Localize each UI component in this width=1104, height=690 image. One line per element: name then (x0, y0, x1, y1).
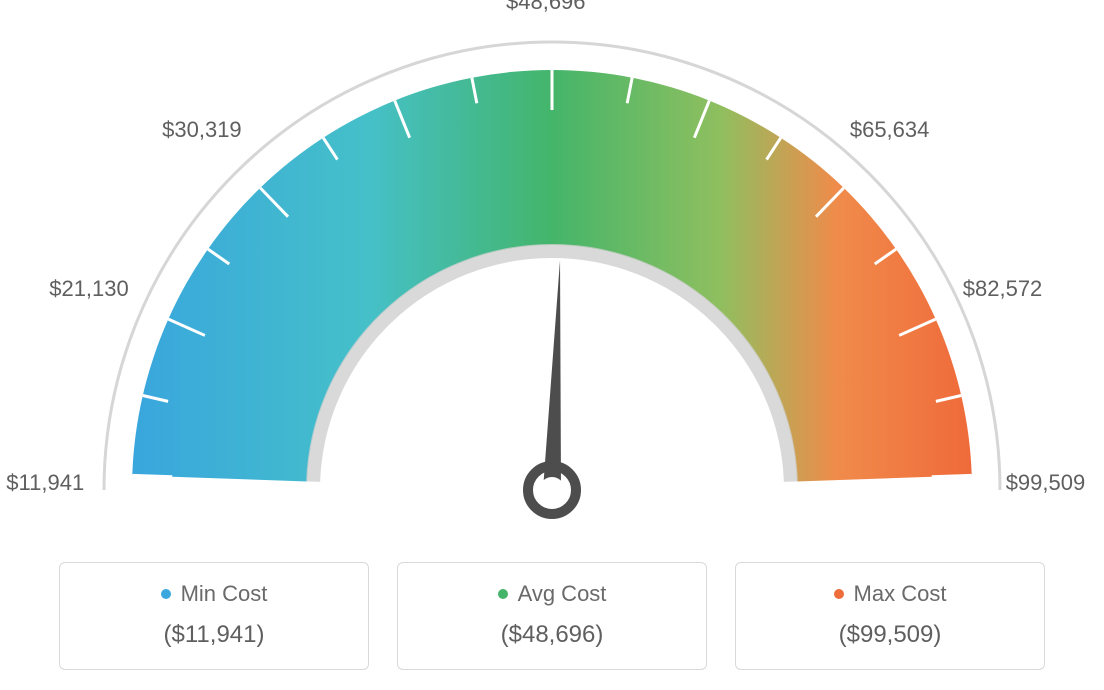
legend-card-avg: Avg Cost ($48,696) (397, 562, 707, 670)
gauge-chart: $11,941 $21,130 $30,319 $48,696 $65,634 $82,5… (0, 0, 1104, 540)
legend-dot-min (161, 589, 171, 599)
legend-value-min: ($11,941) (70, 621, 358, 649)
legend-title-min: Min Cost (161, 581, 268, 607)
legend-dot-max (834, 589, 844, 599)
legend-card-min: Min Cost ($11,941) (59, 562, 369, 670)
gauge-tick-label: $11,941 (6, 470, 84, 496)
legend-dot-avg (498, 589, 508, 599)
legend-label-avg: Avg Cost (518, 581, 607, 607)
gauge-tick-label: $99,509 (1006, 470, 1086, 496)
gauge-tick-label: $82,572 (963, 276, 1043, 302)
legend-title-avg: Avg Cost (498, 581, 607, 607)
legend-row: Min Cost ($11,941) Avg Cost ($48,696) Ma… (0, 562, 1104, 670)
gauge-tick-label: $48,696 (506, 0, 586, 15)
gauge-tick-label: $30,319 (162, 117, 242, 143)
legend-card-max: Max Cost ($99,509) (735, 562, 1045, 670)
legend-title-max: Max Cost (834, 581, 947, 607)
legend-value-max: ($99,509) (746, 621, 1034, 649)
gauge-tick-label: $21,130 (49, 276, 129, 302)
legend-label-min: Min Cost (181, 581, 268, 607)
legend-value-avg: ($48,696) (408, 621, 696, 649)
legend-label-max: Max Cost (854, 581, 947, 607)
gauge-tick-label: $65,634 (850, 117, 930, 143)
chart-container: $11,941 $21,130 $30,319 $48,696 $65,634 $82,5… (0, 0, 1104, 690)
gauge-svg (0, 0, 1104, 540)
